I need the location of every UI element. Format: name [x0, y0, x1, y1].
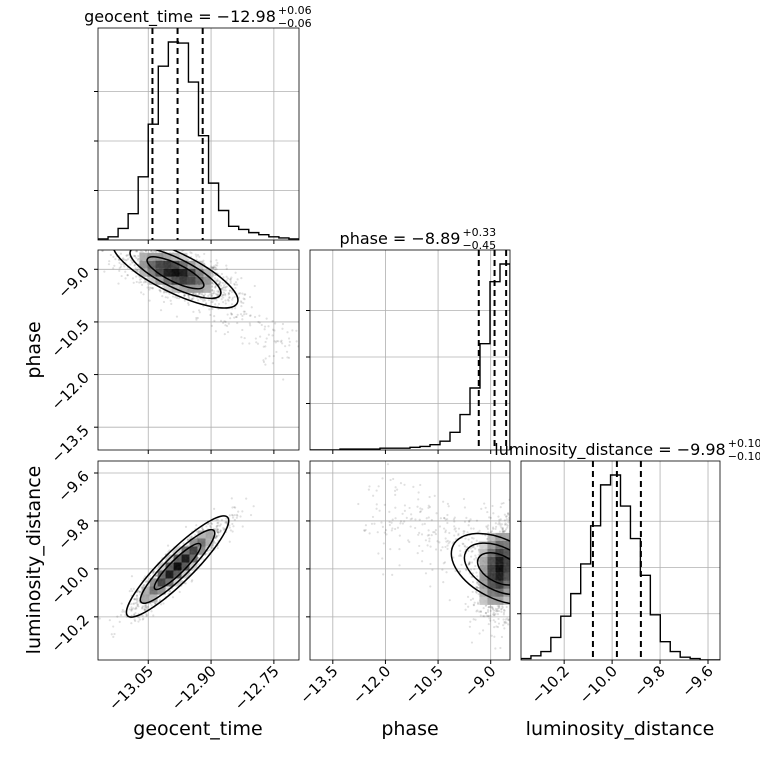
title-lower-error: −0.45 — [462, 239, 496, 252]
panel-frame — [97, 27, 300, 241]
panel-frame — [97, 460, 300, 661]
x-axis-label-phase: phase — [381, 718, 438, 740]
panel-title-phase: phase = −8.89 +0.33−0.45 — [340, 226, 497, 252]
panel-phase-vs-geocent_time: −13.5 −12.0 −10.5 −9.0 — [48, 249, 300, 467]
y-tick-label: −13.5 — [48, 421, 93, 466]
title-main: luminosity_distance = −9.98 — [494, 440, 725, 460]
panel-phase-vs-phase — [306, 249, 511, 454]
title-upper-error: +0.06 — [278, 4, 312, 17]
panel-luminosity_distance-vs-geocent_time: −13.05 −12.90 −12.75 −10.2−10.0 −9.8 −9.6 — [48, 460, 300, 714]
panel-geocent_time-vs-geocent_time — [94, 27, 300, 244]
scatter-points — [101, 250, 299, 381]
x-tick-label: −9.0 — [461, 662, 499, 700]
density-grid — [141, 530, 214, 603]
panel-frame — [309, 249, 511, 451]
x-tick-label: −13.05 — [105, 662, 157, 714]
contour-line — [463, 542, 510, 596]
x-tick-label: −12.75 — [231, 662, 283, 714]
title-lower-error: −0.10 — [728, 450, 760, 463]
title-upper-error: +0.33 — [462, 226, 496, 239]
y-tick-label: −10.0 — [48, 563, 93, 608]
contour-line — [450, 532, 510, 606]
y-tick-label: −9.8 — [54, 515, 92, 553]
title-lower-error: −0.06 — [278, 17, 312, 30]
panel-frame — [97, 249, 300, 451]
x-tick-label: −13.5 — [296, 662, 341, 707]
contour-line — [125, 515, 230, 618]
panel-luminosity_distance-vs-luminosity_distance: −10.2 −10.0 −9.8 −9.6 — [517, 460, 721, 707]
contour-line — [153, 542, 202, 591]
histogram-phase — [310, 263, 510, 450]
contour-line — [129, 250, 222, 300]
y-tick-label: −9.6 — [54, 467, 92, 505]
y-tick-label: −9.0 — [54, 263, 92, 301]
histogram-luminosity_distance — [521, 474, 720, 660]
title-main: phase = −8.89 — [340, 229, 461, 248]
y-tick-label: −10.5 — [48, 316, 93, 361]
panel-frame — [520, 460, 721, 661]
x-tick-label: −10.2 — [528, 662, 573, 707]
panel-frame — [309, 460, 511, 661]
x-axis-label-luminosity_distance: luminosity_distance — [526, 718, 715, 740]
x-tick-label: −12.0 — [349, 662, 394, 707]
y-tick-label: −10.2 — [48, 611, 93, 656]
y-tick-label: −12.0 — [48, 369, 93, 414]
panel-title-luminosity_distance: luminosity_distance = −9.98 +0.10−0.10 — [494, 437, 760, 463]
contour-line — [112, 250, 239, 309]
contour-line — [146, 256, 205, 290]
title-main: geocent_time = −12.98 — [84, 7, 276, 27]
panel-luminosity_distance-vs-phase: −13.5 −12.0 −10.5 −9.0 — [296, 460, 511, 707]
y-axis-label-luminosity_distance: luminosity_distance — [23, 466, 45, 655]
x-tick-label: −10.5 — [402, 662, 447, 707]
y-axis-label-phase: phase — [23, 321, 45, 378]
title-upper-error: +0.10 — [728, 437, 760, 450]
x-axis-label-geocent_time: geocent_time — [133, 718, 262, 740]
scatter-points — [357, 463, 510, 650]
x-tick-label: −10.0 — [576, 662, 621, 707]
x-tick-label: −9.6 — [678, 662, 716, 700]
contour-line — [139, 528, 216, 605]
contour-line — [476, 552, 510, 586]
histogram-geocent_time — [98, 41, 299, 240]
x-tick-label: −12.90 — [168, 662, 220, 714]
panel-title-geocent_time: geocent_time = −12.98 +0.06−0.06 — [84, 4, 312, 30]
x-tick-label: −9.8 — [630, 662, 668, 700]
